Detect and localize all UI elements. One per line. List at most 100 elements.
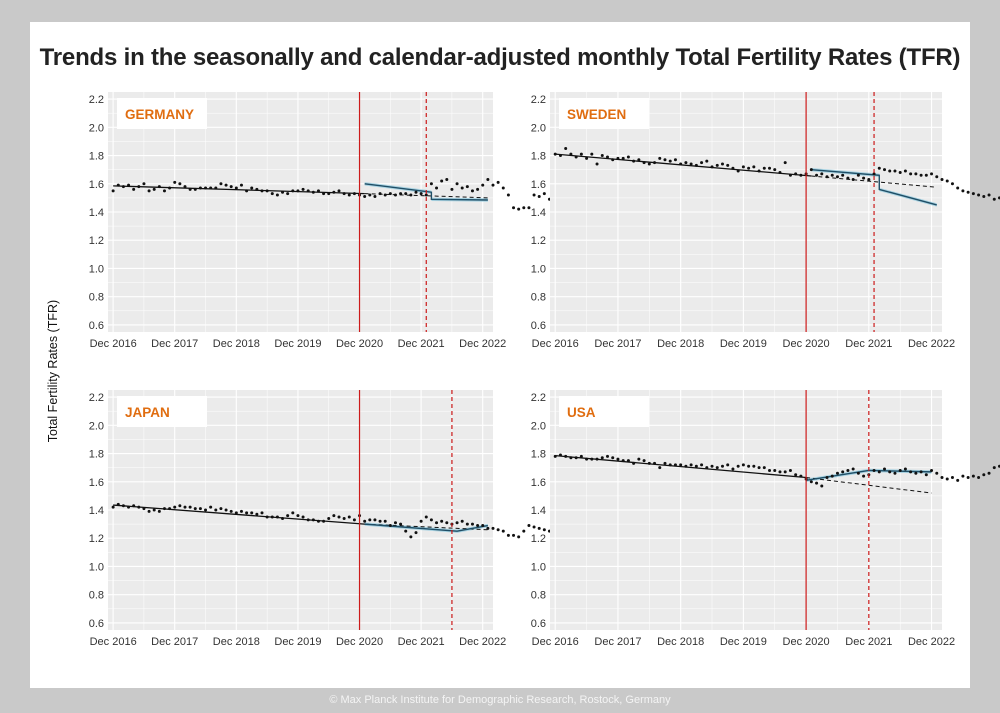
x-tick-label: Dec 2019 <box>274 338 321 350</box>
data-point <box>694 464 698 468</box>
data-point <box>731 166 735 170</box>
data-point <box>579 454 583 458</box>
data-point <box>987 193 991 197</box>
data-point <box>132 504 136 508</box>
data-point <box>501 529 505 533</box>
data-point <box>270 192 274 196</box>
data-point <box>788 468 792 472</box>
data-point <box>188 505 192 509</box>
data-point <box>506 533 510 537</box>
data-point <box>429 182 433 186</box>
data-point <box>924 473 928 477</box>
data-point <box>569 152 573 156</box>
x-tick-label: Dec 2020 <box>336 338 383 350</box>
y-tick-label: 0.6 <box>89 618 104 630</box>
data-point <box>352 192 356 196</box>
data-point <box>637 457 641 461</box>
data-point <box>306 189 310 193</box>
data-point <box>445 521 449 525</box>
data-point <box>491 526 495 530</box>
data-point <box>157 185 161 189</box>
data-point <box>846 176 850 180</box>
data-point <box>537 194 541 198</box>
data-point <box>311 518 315 522</box>
data-point <box>794 473 798 477</box>
data-point <box>512 533 516 537</box>
data-point <box>455 521 459 525</box>
data-point <box>435 521 439 525</box>
data-point <box>940 178 944 182</box>
trend-extension-line <box>806 477 932 494</box>
data-point <box>445 178 449 182</box>
data-point <box>239 509 243 513</box>
data-point <box>673 158 677 162</box>
panel-usa: 0.6 0.8 1.0 1.2 1.4 1.6 1.8 2.0 2.2 Dec 2016 Dec 2… <box>531 390 1000 648</box>
data-point <box>700 161 704 165</box>
data-point <box>132 187 136 191</box>
data-point <box>214 186 218 190</box>
data-point <box>825 476 829 480</box>
data-point <box>260 511 264 515</box>
data-point <box>440 519 444 523</box>
data-point <box>558 154 562 158</box>
data-point <box>992 197 996 201</box>
data-point <box>224 508 228 512</box>
data-point <box>111 189 115 193</box>
x-tick-label: Dec 2020 <box>783 338 830 350</box>
data-point <box>553 152 557 156</box>
data-point <box>245 511 249 515</box>
data-point <box>327 516 331 520</box>
y-tick-label: 1.8 <box>89 151 104 163</box>
data-point <box>378 192 382 196</box>
y-tick-label: 2.2 <box>89 94 104 106</box>
data-point <box>773 468 777 472</box>
data-point <box>281 190 285 194</box>
data-point <box>193 507 197 511</box>
data-point <box>752 165 756 169</box>
data-point <box>579 152 583 156</box>
x-tick-label: Dec 2018 <box>213 636 260 648</box>
x-tick-label: Dec 2022 <box>908 338 955 350</box>
data-point <box>234 186 238 190</box>
data-point <box>705 466 709 470</box>
data-point <box>715 163 719 167</box>
data-point <box>966 190 970 194</box>
x-tick-label: Dec 2021 <box>398 636 445 648</box>
x-tick-label: Dec 2016 <box>532 338 579 350</box>
data-point <box>726 463 730 467</box>
data-point <box>945 179 949 183</box>
data-point <box>940 476 944 480</box>
data-point <box>275 193 279 197</box>
data-point <box>363 519 367 523</box>
y-tick-label: 1.2 <box>89 533 104 545</box>
data-point <box>715 466 719 470</box>
data-point <box>455 182 459 186</box>
data-point <box>893 471 897 475</box>
data-point <box>684 464 688 468</box>
data-point <box>930 172 934 176</box>
data-point <box>322 192 326 196</box>
data-point <box>815 173 819 177</box>
x-tick-label: Dec 2018 <box>657 338 704 350</box>
data-point <box>961 189 965 193</box>
data-point <box>239 183 243 187</box>
x-tick-label: Dec 2022 <box>459 338 506 350</box>
data-point <box>966 476 970 480</box>
data-point <box>982 194 986 198</box>
data-point <box>621 459 625 463</box>
data-point <box>856 471 860 475</box>
data-point <box>997 196 1000 200</box>
data-point <box>517 207 521 211</box>
data-point <box>919 470 923 474</box>
data-point <box>971 474 975 478</box>
data-point <box>409 535 413 539</box>
x-tick-label: Dec 2022 <box>908 636 955 648</box>
data-point <box>486 526 490 530</box>
country-label: USA <box>567 405 596 420</box>
data-point <box>332 190 336 194</box>
fitted-line <box>364 523 488 532</box>
fitted-line <box>811 168 937 206</box>
data-point <box>214 508 218 512</box>
data-point <box>383 193 387 197</box>
y-tick-label: 1.6 <box>89 179 104 191</box>
